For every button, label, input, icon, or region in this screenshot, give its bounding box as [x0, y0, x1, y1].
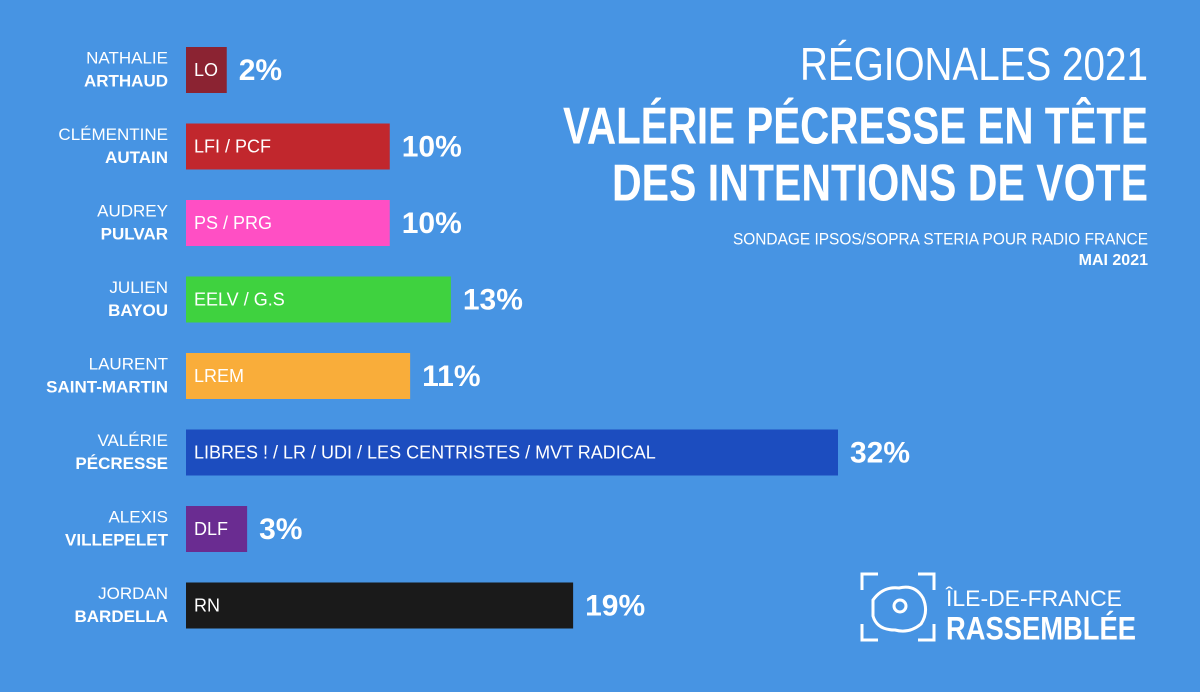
bar — [186, 429, 838, 476]
bar — [186, 47, 227, 93]
party-label: LO — [194, 60, 218, 80]
candidate-last-name: ARTHAUD — [84, 71, 168, 90]
candidate-first-name: NATHALIE — [86, 48, 168, 67]
party-label: PS / PRG — [194, 213, 272, 233]
logo — [860, 572, 936, 642]
value-label: 10% — [402, 130, 462, 163]
candidate-last-name: AUTAIN — [105, 148, 168, 167]
candidate-first-name: AUDREY — [97, 201, 168, 220]
candidate-first-name: JORDAN — [98, 584, 168, 603]
logo-map-center — [892, 598, 908, 614]
bar — [186, 123, 390, 170]
value-label: 32% — [850, 436, 910, 469]
bar — [186, 582, 574, 629]
candidate-last-name: SAINT-MARTIN — [46, 377, 168, 396]
candidate-last-name: BARDELLA — [75, 607, 169, 626]
value-label: 10% — [402, 207, 462, 240]
subtitle: SONDAGE IPSOS/SOPRA STERIA POUR RADIO FR… — [733, 229, 1148, 248]
party-label: DLF — [194, 519, 228, 539]
logo-text: RASSEMBLÉE — [946, 610, 1136, 646]
party-label: LREM — [194, 366, 244, 386]
bar — [186, 353, 411, 399]
logo-map — [871, 585, 928, 633]
candidate-first-name: JULIEN — [109, 278, 168, 297]
headline: VALÉRIE PÉCRESSE EN TÊTE — [563, 97, 1148, 156]
candidate-last-name: BAYOU — [108, 301, 168, 320]
candidate-last-name: PÉCRESSE — [75, 454, 168, 473]
candidate-last-name: VILLEPELET — [65, 530, 169, 549]
candidate-first-name: LAURENT — [89, 354, 168, 373]
party-label: RN — [194, 595, 220, 615]
party-label: EELV / G.S — [194, 289, 285, 309]
logo-text: ÎLE-DE-FRANCE — [945, 586, 1122, 611]
bar — [186, 276, 451, 323]
bar — [186, 200, 390, 246]
logo-frame — [860, 572, 936, 642]
candidate-first-name: VALÉRIE — [97, 431, 168, 450]
value-label: 3% — [259, 513, 302, 546]
party-label: LFI / PCF — [194, 136, 271, 156]
candidate-last-name: PULVAR — [101, 224, 168, 243]
candidate-first-name: CLÉMENTINE — [58, 125, 168, 144]
bar — [186, 506, 248, 552]
value-label: 11% — [422, 360, 480, 393]
value-label: 19% — [585, 589, 645, 622]
value-label: 2% — [239, 54, 282, 87]
party-label: LIBRES ! / LR / UDI / LES CENTRISTES / M… — [194, 442, 656, 462]
date: MAI 2021 — [1079, 252, 1148, 269]
chart-title: RÉGIONALES 2021 — [800, 38, 1148, 90]
headline: DES INTENTIONS DE VOTE — [612, 155, 1148, 213]
value-label: 13% — [463, 283, 523, 316]
candidate-first-name: ALEXIS — [108, 507, 168, 526]
